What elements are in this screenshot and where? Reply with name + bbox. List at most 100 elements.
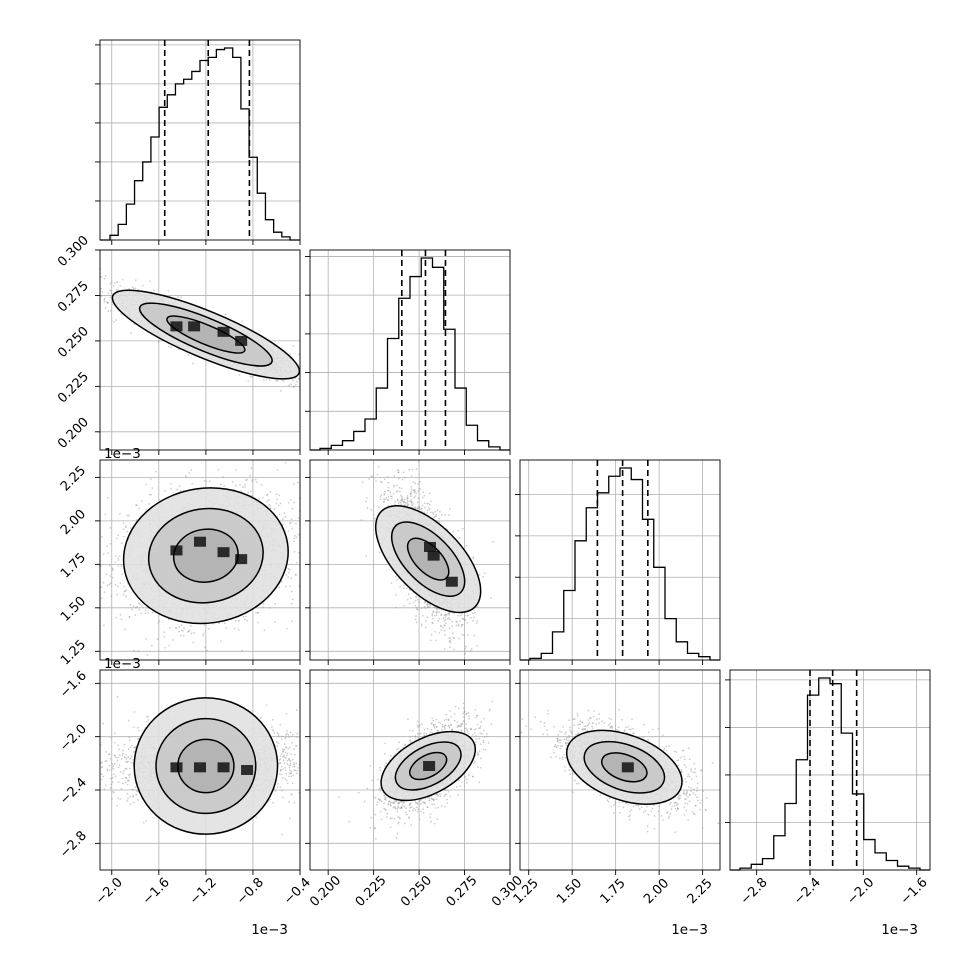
scatter-point [257,621,260,624]
density-panel-2-1 [305,459,511,665]
scatter-point [90,278,92,280]
scatter-point [293,540,295,543]
scatter-point [278,494,280,497]
scatter-point [430,633,433,636]
scatter-point [252,457,254,459]
scatter-point [98,592,100,594]
scatter-point [448,507,451,510]
scatter-point [246,478,248,481]
scatter-point [269,491,272,493]
scatter-point [131,286,134,288]
scatter-point [263,629,266,632]
scatter-point [223,485,226,488]
scatter-point [120,618,123,621]
scatter-point [110,595,112,597]
scatter-point [234,620,237,622]
scatter-point [424,626,427,629]
scatter-point [275,493,278,496]
scatter-point [341,613,343,615]
scatter-point [314,593,316,595]
scatter-point [111,568,114,570]
scatter-point [145,483,148,486]
scatter-point [291,590,293,593]
scatter-point [250,490,252,493]
scatter-point [290,577,293,580]
scatter-point [262,378,265,381]
scatter-point [98,289,100,291]
scatter-point [121,573,123,575]
scatter-point [261,497,264,499]
scatter-point [178,630,180,633]
scatter-point [133,650,135,652]
scatter-point [150,493,152,496]
scatter-point [325,630,327,632]
scatter-point [317,367,319,369]
scatter-point [170,487,172,490]
scatter-point [300,380,302,382]
scatter-point [295,536,298,539]
scatter-point [275,502,278,505]
scatter-point [277,504,280,507]
scatter-point [120,565,123,567]
scatter-point [360,401,362,403]
scatter-point [20,260,22,262]
scatter-point [145,638,147,640]
scatter-point [414,482,417,485]
scatter-point [415,468,418,470]
scatter-point [436,509,439,512]
scatter-point [78,277,80,279]
scatter-point [144,612,147,615]
scatter-point [108,564,111,567]
scatter-point [108,583,111,586]
scatter-point [301,509,303,511]
scatter-point [176,488,178,491]
scatter-point [349,403,351,405]
scatter-point [430,511,432,514]
scatter-point [466,634,469,636]
scatter-point [106,301,108,304]
scatter-point [205,480,208,483]
scatter-point [91,290,93,292]
scatter-point [392,493,395,495]
scatter-point [94,535,96,537]
scatter-point [180,296,183,299]
scatter-point [303,371,305,373]
scatter-point [220,640,222,643]
scatter-point [326,541,328,543]
scatter-point [244,615,247,618]
scatter-point [122,528,125,531]
scatter-point [341,489,343,491]
scatter-point [333,393,335,395]
scatter-point [202,634,205,637]
scatter-point [107,552,110,554]
scatter-point [313,616,315,618]
scatter-point [103,624,105,627]
scatter-point [281,379,283,382]
scatter-point [184,474,187,477]
scatter-point [311,393,313,395]
scatter-point [92,577,94,579]
histogram-panel-1 [305,249,511,455]
scatter-point [347,396,349,398]
scatter-point [118,555,121,558]
scatter-point [126,530,128,533]
scatter-point [302,363,304,365]
scatter-point [122,593,125,596]
scatter-point [492,540,494,543]
scatter-point [106,545,109,548]
scatter-point [106,496,109,499]
scatter-point [461,633,463,636]
scatter-point [282,380,285,382]
scatter-point [165,666,167,668]
density-fill [166,316,245,354]
histogram-panel-3 [725,669,931,875]
scatter-point [148,503,150,505]
scatter-point [241,320,244,323]
scatter-point [128,514,130,517]
scatter-point [114,555,117,557]
scatter-point [149,478,152,480]
scatter-point [92,594,94,596]
scatter-point [203,646,206,649]
scatter-point [183,627,185,630]
scatter-point [123,535,125,538]
